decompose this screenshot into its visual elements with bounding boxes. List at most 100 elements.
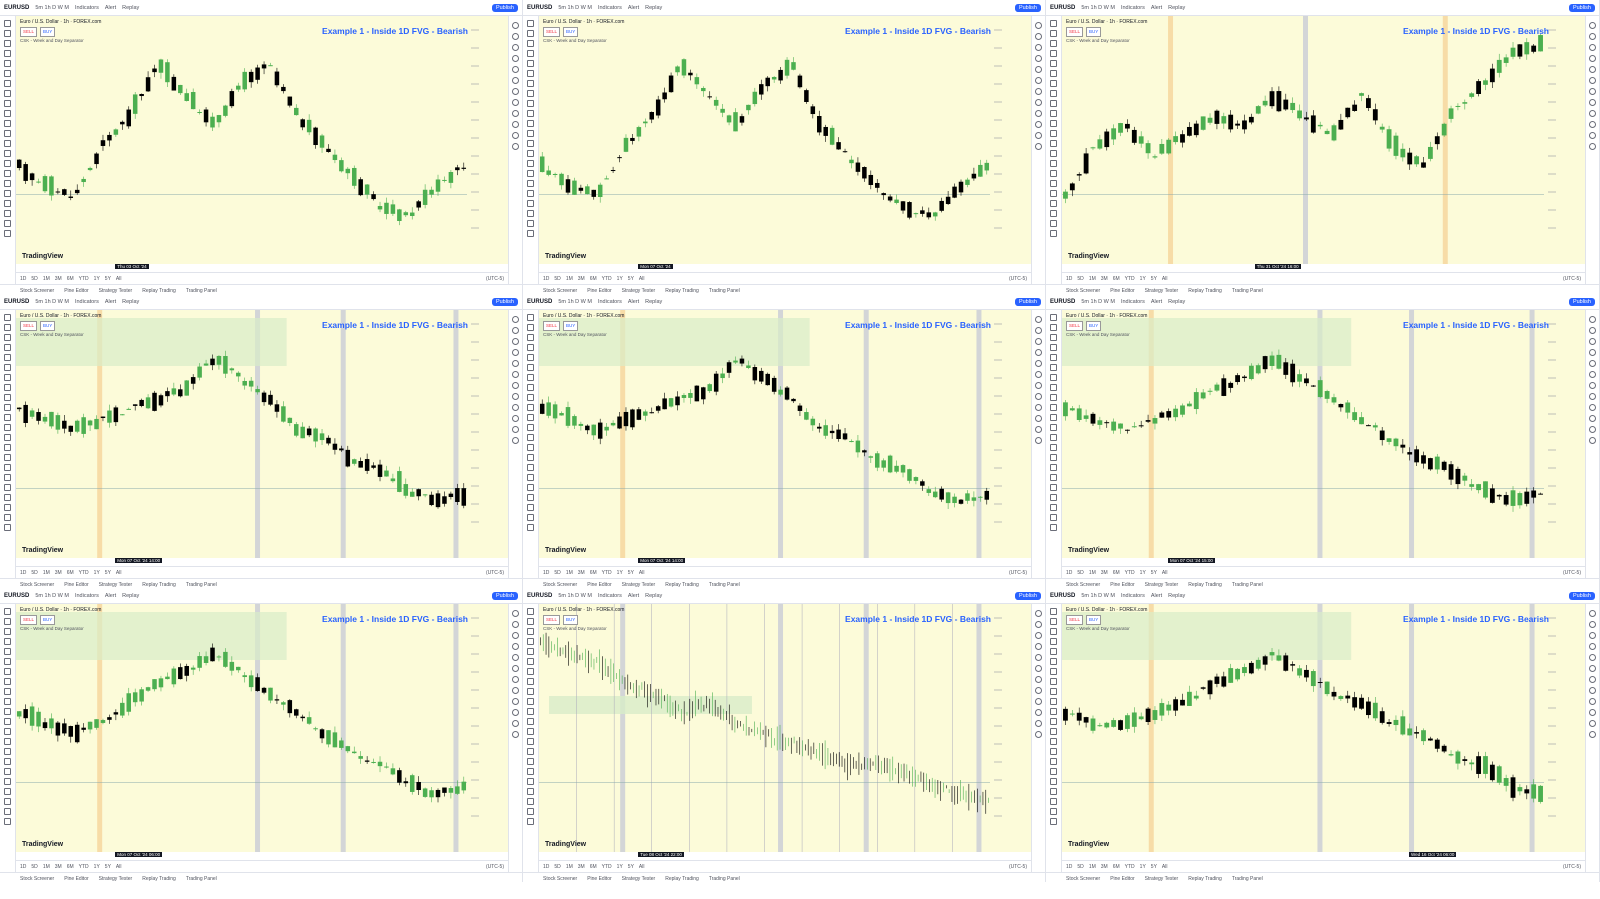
drawing-tool-icon[interactable] — [4, 444, 11, 451]
drawing-tool-icon[interactable] — [1050, 364, 1057, 371]
drawing-tool-icon[interactable] — [527, 100, 534, 107]
drawing-tool-icon[interactable] — [1050, 30, 1057, 37]
range-button[interactable]: 1M — [565, 275, 573, 282]
drawing-tool-icon[interactable] — [4, 230, 11, 237]
bottom-tab[interactable]: Replay Trading — [142, 581, 176, 588]
range-button[interactable]: 5Y — [1150, 569, 1157, 576]
drawing-tool-icon[interactable] — [1050, 180, 1057, 187]
toolbar-button[interactable]: Alert — [1150, 298, 1163, 305]
drawing-tool-icon[interactable] — [1050, 70, 1057, 77]
buy-button[interactable]: BUY — [1086, 321, 1102, 331]
chart-canvas[interactable]: Euro / U.S. Dollar · 1h · FOREX.com SELL B… — [16, 604, 508, 852]
drawing-tool-icon[interactable] — [4, 474, 11, 481]
drawing-tool-icon[interactable] — [4, 374, 11, 381]
bottom-tab[interactable]: Stock Screener — [1066, 875, 1101, 882]
drawing-tool-icon[interactable] — [4, 424, 11, 431]
drawing-tool-icon[interactable] — [4, 628, 11, 635]
drawing-tool-icon[interactable] — [4, 748, 11, 755]
timeframe-selector[interactable]: 5m 1h D W M — [1081, 298, 1115, 305]
drawing-tool-icon[interactable] — [527, 70, 534, 77]
drawing-tool-icon[interactable] — [527, 758, 534, 765]
bottom-tab[interactable]: Replay Trading — [665, 875, 699, 882]
range-button[interactable]: 5Y — [104, 863, 111, 870]
drawing-tool-icon[interactable] — [527, 778, 534, 785]
bottom-tab[interactable]: Stock Screener — [1066, 287, 1101, 294]
toolbar-button[interactable]: Replay — [645, 4, 663, 11]
toolbar-button[interactable]: Replay — [122, 298, 140, 305]
drawing-tool-icon[interactable] — [1050, 120, 1057, 127]
bottom-tab[interactable]: Stock Screener — [20, 581, 55, 588]
drawing-tool-icon[interactable] — [4, 384, 11, 391]
drawing-tool-icon[interactable] — [527, 524, 534, 531]
range-button[interactable]: YTD — [78, 275, 89, 282]
bottom-tab[interactable]: Replay Trading — [1188, 875, 1222, 882]
range-button[interactable]: 1D — [543, 569, 550, 576]
buy-button[interactable]: BUY — [40, 615, 56, 625]
toolbar-button[interactable]: Alert — [627, 4, 640, 11]
drawing-tool-icon[interactable] — [4, 788, 11, 795]
range-button[interactable]: 1M — [1088, 569, 1096, 576]
drawing-tool-icon[interactable] — [527, 504, 534, 511]
toolbar-button[interactable]: Replay — [122, 4, 140, 11]
sidebar-icon[interactable] — [1035, 22, 1042, 29]
drawing-tool-icon[interactable] — [1050, 708, 1057, 715]
bottom-tab[interactable]: Trading Panel — [1231, 581, 1263, 588]
symbol-search[interactable]: EURUSD — [527, 298, 553, 305]
range-button[interactable]: All — [638, 863, 645, 870]
range-button[interactable]: 5Y — [627, 863, 634, 870]
bottom-tab[interactable]: Trading Panel — [1231, 875, 1263, 882]
drawing-tool-icon[interactable] — [1050, 668, 1057, 675]
bottom-tab[interactable]: Strategy Tester — [621, 581, 656, 588]
drawing-tool-icon[interactable] — [4, 454, 11, 461]
bottom-tab[interactable]: Strategy Tester — [1144, 581, 1179, 588]
drawing-tool-icon[interactable] — [4, 798, 11, 805]
drawing-tool-icon[interactable] — [527, 434, 534, 441]
drawing-tool-icon[interactable] — [4, 50, 11, 57]
drawing-tool-icon[interactable] — [527, 180, 534, 187]
drawing-tool-icon[interactable] — [4, 170, 11, 177]
bottom-tab[interactable]: Strategy Tester — [98, 875, 133, 882]
sidebar-icon[interactable] — [512, 55, 519, 62]
sell-button[interactable]: SELL — [543, 27, 561, 37]
range-button[interactable]: 1D — [1066, 863, 1073, 870]
drawing-tool-icon[interactable] — [1050, 648, 1057, 655]
timeframe-selector[interactable]: 5m 1h D W M — [1081, 4, 1115, 11]
range-button[interactable]: 1M — [42, 275, 50, 282]
toolbar-button[interactable]: Indicators — [74, 4, 99, 11]
drawing-tool-icon[interactable] — [527, 748, 534, 755]
sidebar-icon[interactable] — [1035, 654, 1042, 661]
drawing-tool-icon[interactable] — [527, 628, 534, 635]
bottom-tab[interactable]: Pine Editor — [587, 287, 612, 294]
sidebar-icon[interactable] — [1035, 643, 1042, 650]
drawing-tool-icon[interactable] — [527, 374, 534, 381]
toolbar-button[interactable]: Indicators — [1120, 298, 1145, 305]
drawing-tool-icon[interactable] — [527, 20, 534, 27]
range-button[interactable]: All — [115, 275, 122, 282]
bottom-tab[interactable]: Pine Editor — [587, 875, 612, 882]
drawing-tool-icon[interactable] — [4, 688, 11, 695]
drawing-tool-icon[interactable] — [4, 404, 11, 411]
drawing-tool-icon[interactable] — [1050, 798, 1057, 805]
drawing-tool-icon[interactable] — [1050, 40, 1057, 47]
symbol-search[interactable]: EURUSD — [4, 592, 30, 599]
sidebar-icon[interactable] — [1035, 327, 1042, 334]
drawing-tool-icon[interactable] — [4, 524, 11, 531]
sidebar-icon[interactable] — [1035, 360, 1042, 367]
drawing-tool-icon[interactable] — [1050, 210, 1057, 217]
bottom-tab[interactable]: Replay Trading — [665, 287, 699, 294]
range-button[interactable]: 6M — [66, 275, 74, 282]
symbol-search[interactable]: EURUSD — [4, 4, 30, 11]
sidebar-icon[interactable] — [1589, 632, 1596, 639]
drawing-tool-icon[interactable] — [527, 210, 534, 217]
sidebar-icon[interactable] — [512, 382, 519, 389]
drawing-tool-icon[interactable] — [527, 324, 534, 331]
range-button[interactable]: 1Y — [1139, 863, 1146, 870]
drawing-tool-icon[interactable] — [1050, 100, 1057, 107]
bottom-tab[interactable]: Trading Panel — [708, 875, 740, 882]
sidebar-icon[interactable] — [1035, 426, 1042, 433]
sidebar-icon[interactable] — [512, 349, 519, 356]
drawing-tool-icon[interactable] — [4, 808, 11, 815]
drawing-tool-icon[interactable] — [527, 120, 534, 127]
drawing-tool-icon[interactable] — [527, 788, 534, 795]
sidebar-icon[interactable] — [1589, 643, 1596, 650]
